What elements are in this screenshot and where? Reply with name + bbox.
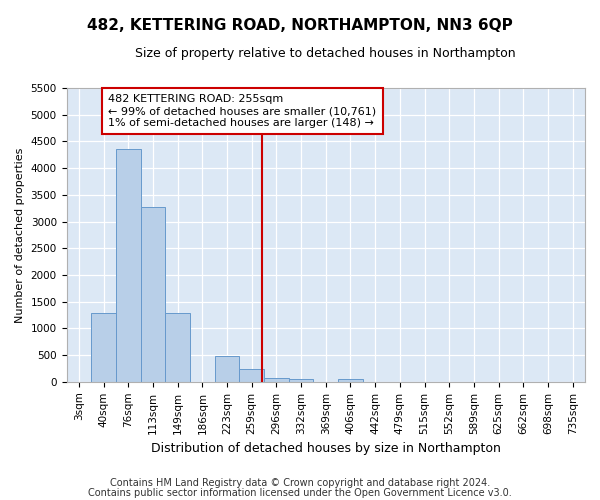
Bar [215,356,239,382]
Bar [165,314,190,382]
Title: Size of property relative to detached houses in Northampton: Size of property relative to detached ho… [136,48,516,60]
Bar [338,380,363,382]
Bar [116,150,140,382]
Bar [264,378,289,382]
Bar [91,314,116,382]
Bar [140,207,165,382]
Text: Contains public sector information licensed under the Open Government Licence v3: Contains public sector information licen… [88,488,512,498]
Text: 482 KETTERING ROAD: 255sqm
← 99% of detached houses are smaller (10,761)
1% of s: 482 KETTERING ROAD: 255sqm ← 99% of deta… [109,94,377,128]
Bar [289,378,313,382]
Text: Contains HM Land Registry data © Crown copyright and database right 2024.: Contains HM Land Registry data © Crown c… [110,478,490,488]
Text: 482, KETTERING ROAD, NORTHAMPTON, NN3 6QP: 482, KETTERING ROAD, NORTHAMPTON, NN3 6Q… [87,18,513,32]
X-axis label: Distribution of detached houses by size in Northampton: Distribution of detached houses by size … [151,442,501,455]
Y-axis label: Number of detached properties: Number of detached properties [15,147,25,322]
Bar [239,369,264,382]
